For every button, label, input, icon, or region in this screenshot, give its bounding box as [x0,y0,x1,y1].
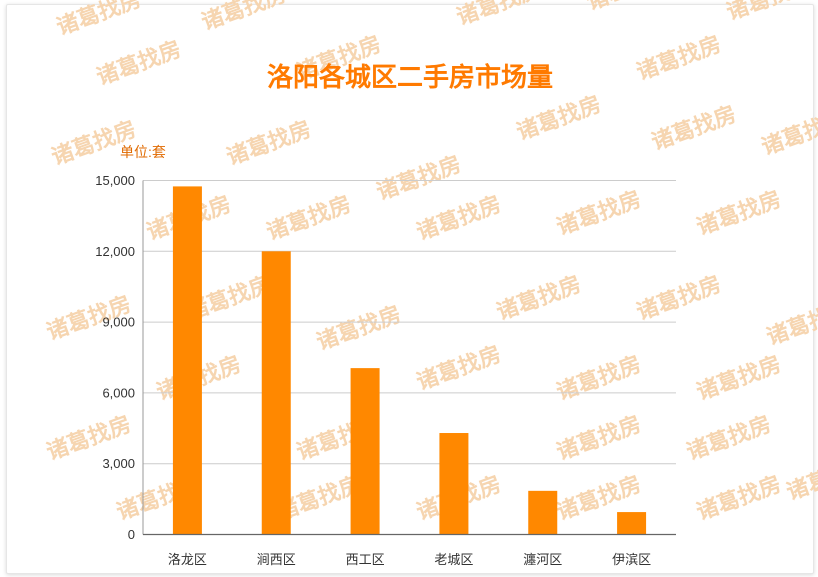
watermark-text: 诸葛找房 [223,116,315,171]
watermark-text: 诸葛找房 [783,451,818,506]
watermark-text: 诸葛找房 [763,296,818,351]
bar [350,368,380,535]
bar [439,433,469,535]
x-tick-label: 西工区 [346,552,385,567]
watermark-text: 诸葛找房 [313,301,405,356]
watermark-text: 诸葛找房 [413,191,505,246]
watermark-text: 诸葛找房 [693,351,785,406]
bar [172,186,202,535]
x-tick-label: 老城区 [434,552,473,567]
gridlines [143,180,676,465]
watermark-text: 诸葛找房 [693,186,785,241]
watermark-text: 诸葛找房 [553,351,645,406]
watermark-text: 诸葛找房 [493,271,585,326]
x-axis: 洛龙区 涧西区 西工区 老城区 瀍河区 伊滨区 [143,533,676,567]
watermark-text: 诸葛找房 [53,0,145,41]
x-tick-label: 瀍河区 [523,552,562,567]
bar [528,490,558,535]
watermark-text: 诸葛找房 [648,101,740,156]
chart-title: 洛阳各城区二手房市场量 [267,62,553,92]
x-tick-label: 伊滨区 [612,552,651,567]
watermark-text: 诸葛找房 [513,91,605,146]
watermark-text: 诸葛找房 [373,151,465,206]
watermark-text: 诸葛找房 [198,0,290,36]
y-tick-label: 15,000 [95,173,135,188]
y-tick-label: 6,000 [102,385,135,400]
x-tick-label: 洛龙区 [168,552,207,567]
watermark-text: 诸葛找房 [413,341,505,396]
watermark-text: 诸葛找房 [633,271,725,326]
watermark-text: 诸葛找房 [723,0,815,26]
bars [172,186,647,535]
y-axis: 0 3,000 6,000 9,000 12,000 15,000 [95,173,144,542]
watermark-text: 诸葛找房 [453,0,545,31]
y-tick-label: 9,000 [102,315,135,330]
y-tick-label: 12,000 [95,244,135,259]
watermark-text: 诸葛找房 [553,186,645,241]
watermark-text: 诸葛找房 [693,471,785,526]
watermark-text: 诸葛找房 [553,411,645,466]
bar [261,251,291,535]
chart-card [6,4,814,574]
y-tick-label: 3,000 [102,456,135,471]
watermark-text: 诸葛找房 [93,36,185,91]
watermark-text: 诸葛找房 [633,31,725,86]
bar [617,512,647,535]
watermark-text: 诸葛找房 [263,191,355,246]
watermark-text: 诸葛找房 [758,106,818,161]
unit-label: 单位:套 [120,144,166,160]
y-tick-label: 0 [128,527,135,542]
x-tick-label: 涧西区 [257,552,296,567]
watermark-text: 诸葛找房 [583,0,675,16]
watermark-text: 诸葛找房 [683,411,775,466]
